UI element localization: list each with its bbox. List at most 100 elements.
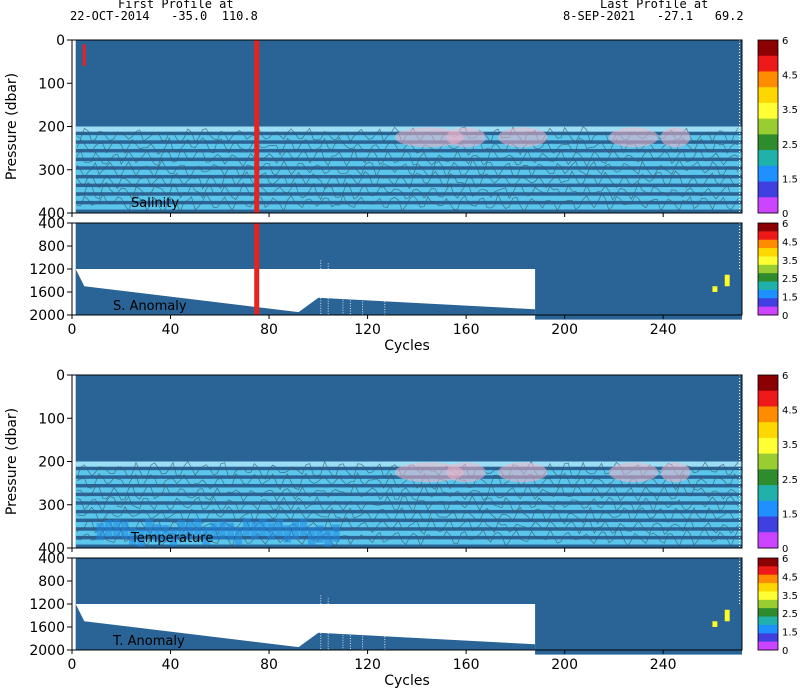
deep-patch	[234, 527, 243, 545]
colorbar-tick-label: 2.5	[782, 609, 798, 620]
bottom-band	[535, 315, 742, 320]
y-tick-label: 300	[38, 163, 65, 179]
profile-dot	[654, 306, 659, 311]
anomaly-marker	[712, 286, 718, 292]
colorbar-tick-label: 1.5	[782, 174, 798, 185]
colorbar-swatch	[758, 624, 778, 634]
high-value-patch	[608, 127, 659, 148]
colorbar-swatch	[758, 566, 778, 576]
panel-annotation: Temperature	[130, 531, 213, 546]
profile-dot	[589, 306, 594, 311]
colorbar-swatch	[758, 134, 778, 151]
data-band	[75, 513, 743, 519]
anomaly-marker	[712, 621, 718, 627]
data-band	[75, 461, 743, 467]
y-axis-label: Pressure (dbar)	[4, 408, 20, 515]
high-value-patch	[446, 462, 486, 483]
high-value-patch	[446, 127, 486, 148]
colorbar-swatch	[758, 422, 778, 439]
panel-annotation: T. Anomaly	[112, 634, 185, 649]
colorbar-swatch	[758, 256, 778, 266]
high-value-patch	[394, 462, 464, 483]
colorbar: 6 4.5 3.5 2.5 1.5 0	[757, 554, 798, 657]
last-profile-info: 8-SEP-2021 -27.1 69.2	[563, 9, 744, 23]
data-band	[75, 522, 743, 528]
deep-patch	[267, 522, 275, 540]
colorbar-swatch	[758, 181, 778, 198]
deep-patch	[129, 527, 137, 545]
y-axis-label: Pressure (dbar)	[4, 73, 20, 180]
colorbar-swatch	[758, 298, 778, 308]
contour-line	[76, 181, 739, 201]
data-band	[75, 187, 743, 193]
colorbar: 6 4.5 3.5 2.5 1.5 0	[757, 219, 798, 322]
x-tick-label: 120	[354, 657, 381, 673]
colorbar-tick-label: 1.5	[782, 293, 798, 304]
x-tick-label: 160	[453, 657, 480, 673]
y-tick-label: 800	[38, 574, 65, 590]
deep-patch	[210, 522, 218, 540]
profile-dot	[703, 641, 708, 646]
colorbar-swatch	[758, 55, 778, 72]
deep-profile-dots	[540, 602, 732, 646]
y-tick-label: 800	[38, 239, 65, 255]
data-band	[75, 487, 743, 493]
high-value-patch	[394, 127, 464, 148]
colorbar-tick-label: 1.5	[782, 509, 798, 520]
x-tick-label: 200	[551, 657, 578, 673]
data-band	[75, 496, 743, 502]
colorbar-tick-label: 6	[782, 371, 788, 382]
profile-dot	[638, 641, 643, 646]
deep-patch	[283, 525, 291, 543]
profile-dot	[621, 306, 626, 311]
y-tick-label: 400	[38, 541, 65, 557]
y-tick-label: 200	[38, 455, 65, 471]
profile-dot	[678, 641, 683, 646]
deep-patch	[259, 518, 267, 537]
colorbar-swatch	[758, 71, 778, 88]
y-tick-label: 1200	[29, 597, 65, 613]
x-tick-label: 120	[354, 322, 381, 338]
contour-line	[76, 170, 739, 190]
profile-dot	[694, 641, 699, 646]
colorbar-swatch	[758, 306, 778, 316]
profile-dot	[613, 306, 618, 311]
colorbar-frame	[757, 39, 779, 214]
colorbar-swatch	[758, 248, 778, 257]
colorbar-swatch	[758, 485, 778, 502]
data-band	[75, 204, 743, 210]
deep-temperature-patches	[96, 518, 340, 547]
colorbar-swatch	[758, 532, 778, 549]
x-tick-label: 0	[68, 322, 77, 338]
colorbar-tick-label: 0	[782, 646, 788, 657]
deep-patch	[332, 524, 340, 542]
deep-patch	[242, 518, 251, 536]
data-band	[75, 539, 743, 545]
colorbar-swatch	[758, 453, 778, 470]
profile-dot	[711, 641, 716, 646]
profile-dot	[613, 641, 618, 646]
data-band	[75, 169, 743, 175]
profile-dot	[564, 306, 569, 311]
colorbar-tick-label: 3.5	[782, 440, 798, 451]
contour-line	[76, 506, 739, 525]
profile-dot	[727, 306, 732, 311]
colorbar-tick-label: 2.5	[782, 140, 798, 151]
data-band	[75, 195, 743, 201]
y-tick-label: 100	[38, 411, 65, 427]
colorbar-swatch	[758, 102, 778, 120]
profile-dot	[605, 306, 610, 311]
profile-dot	[556, 306, 561, 311]
deep-patch	[299, 518, 308, 536]
first-profile-info: 22-OCT-2014 -35.0 110.8	[70, 9, 258, 23]
deep-patch	[96, 523, 105, 541]
data-band	[75, 530, 743, 536]
profile-dot	[605, 641, 610, 646]
x-tick-label: 40	[162, 322, 180, 338]
profile-dot	[711, 306, 716, 311]
profile-dot	[719, 306, 724, 311]
panel-annotation: Salinity	[131, 196, 179, 211]
x-tick-label: 0	[68, 657, 77, 673]
profile-dot	[572, 641, 577, 646]
